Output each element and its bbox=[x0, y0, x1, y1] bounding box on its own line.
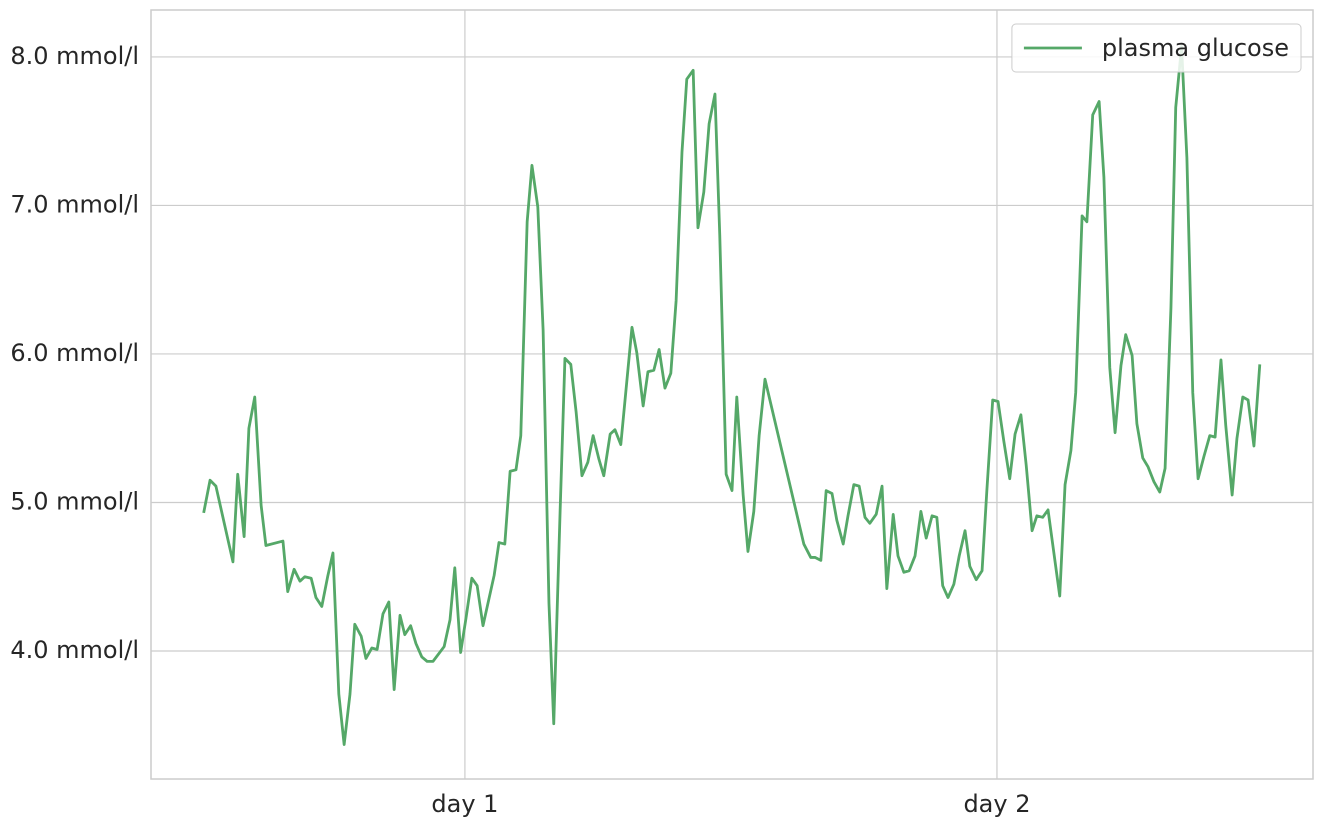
y-tick-label: 8.0 mmol/l bbox=[10, 42, 139, 70]
y-tick-label: 5.0 mmol/l bbox=[10, 487, 139, 515]
grid bbox=[151, 10, 1313, 779]
x-tick-label: day 2 bbox=[963, 790, 1030, 818]
legend: plasma glucose bbox=[1011, 23, 1302, 73]
y-tick-label: 7.0 mmol/l bbox=[10, 190, 139, 218]
legend-box bbox=[1011, 23, 1302, 73]
y-tick-label: 6.0 mmol/l bbox=[10, 339, 139, 367]
lines bbox=[202, 45, 1262, 746]
x-tick-label: day 1 bbox=[431, 790, 498, 818]
legend-label: plasma glucose bbox=[1102, 34, 1289, 62]
plot-area bbox=[150, 9, 1314, 780]
data-line bbox=[202, 45, 1262, 746]
y-tick-label: 4.0 mmol/l bbox=[10, 636, 139, 664]
